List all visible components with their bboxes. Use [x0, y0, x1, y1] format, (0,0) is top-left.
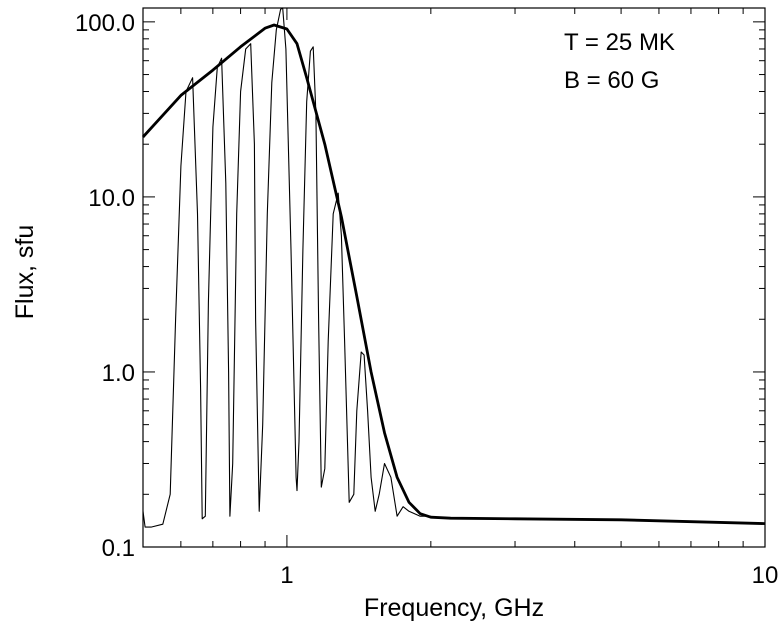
x-tick-label: 10 — [752, 562, 779, 589]
series-line-oscillating — [142, 7, 431, 528]
plot-frame — [142, 7, 766, 548]
y-tick-label: 100.0 — [75, 10, 135, 37]
series-group — [141, 7, 766, 528]
series-line-smooth — [141, 23, 766, 525]
y-axis-title: Flux, sfu — [11, 225, 39, 319]
annotation-magnetic-field: B = 60 G — [564, 67, 659, 94]
y-tick-label: 1.0 — [102, 360, 135, 387]
y-tick-label: 10.0 — [88, 185, 135, 212]
plot-area — [141, 7, 766, 548]
tick-labels: 1 10 0.1 1.0 10.0 100.0 — [75, 10, 778, 589]
y-tick-label: 0.1 — [102, 535, 135, 562]
x-tick-label: 1 — [280, 562, 293, 589]
axis-ticks — [142, 8, 766, 548]
x-axis-title: Frequency, GHz — [364, 594, 544, 622]
annotation-temperature: T = 25 MK — [564, 29, 675, 56]
